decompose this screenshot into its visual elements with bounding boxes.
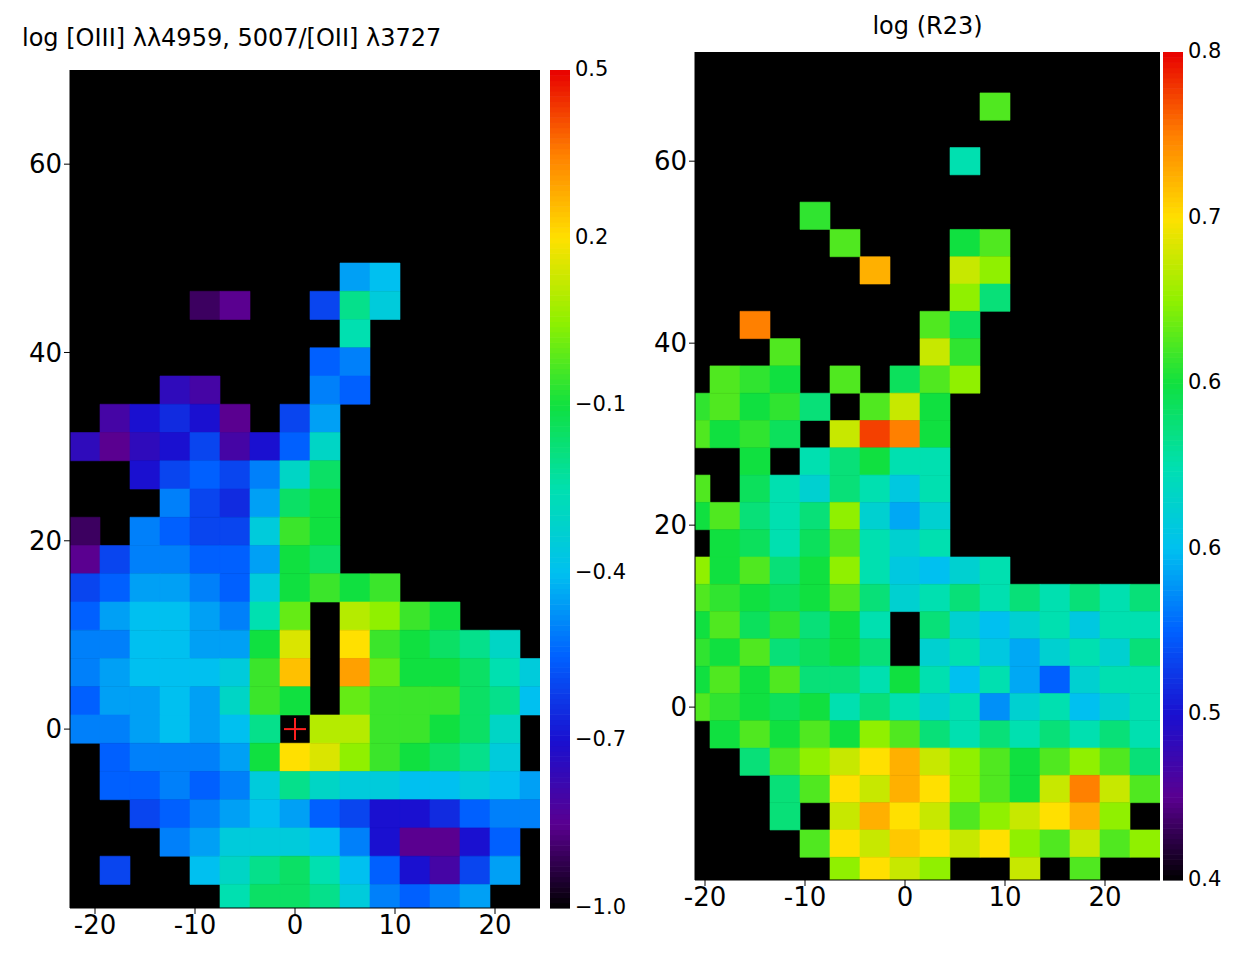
svg-text:0.6: 0.6 [1188,370,1221,394]
svg-text:20: 20 [29,526,62,556]
svg-text:0.5: 0.5 [1188,701,1221,725]
svg-text:20: 20 [478,910,511,940]
svg-text:40: 40 [29,338,62,368]
svg-text:0.8: 0.8 [1188,39,1221,63]
svg-text:-20: -20 [74,910,116,940]
svg-text:−0.4: −0.4 [575,560,626,584]
svg-text:60: 60 [654,146,687,176]
svg-text:0.2: 0.2 [575,225,608,249]
svg-text:-10: -10 [174,910,216,940]
svg-text:-20: -20 [684,882,726,912]
svg-text:0.6: 0.6 [1188,536,1221,560]
svg-text:0.4: 0.4 [1188,867,1221,891]
svg-text:20: 20 [1088,882,1121,912]
svg-text:−1.0: −1.0 [575,895,626,919]
svg-text:-10: -10 [784,882,826,912]
svg-text:10: 10 [988,882,1021,912]
svg-text:−0.7: −0.7 [575,727,626,751]
svg-text:10: 10 [378,910,411,940]
html-text:log (R23): log (R23) [872,12,983,40]
svg-text:−0.1: −0.1 [575,392,626,416]
svg-text:0.7: 0.7 [1188,205,1221,229]
svg-text:20: 20 [654,510,687,540]
svg-text:0.5: 0.5 [575,57,608,81]
svg-text:0: 0 [287,910,304,940]
svg-text:0: 0 [45,714,62,744]
svg-text:40: 40 [654,328,687,358]
html-text:log [OIII] λλ4959, 5007/[OII]: log [OIII] λλ4959, 5007/[OII] λ3727 [22,24,442,52]
svg-text:60: 60 [29,149,62,179]
svg-text:0: 0 [897,882,914,912]
svg-text:0: 0 [670,692,687,722]
